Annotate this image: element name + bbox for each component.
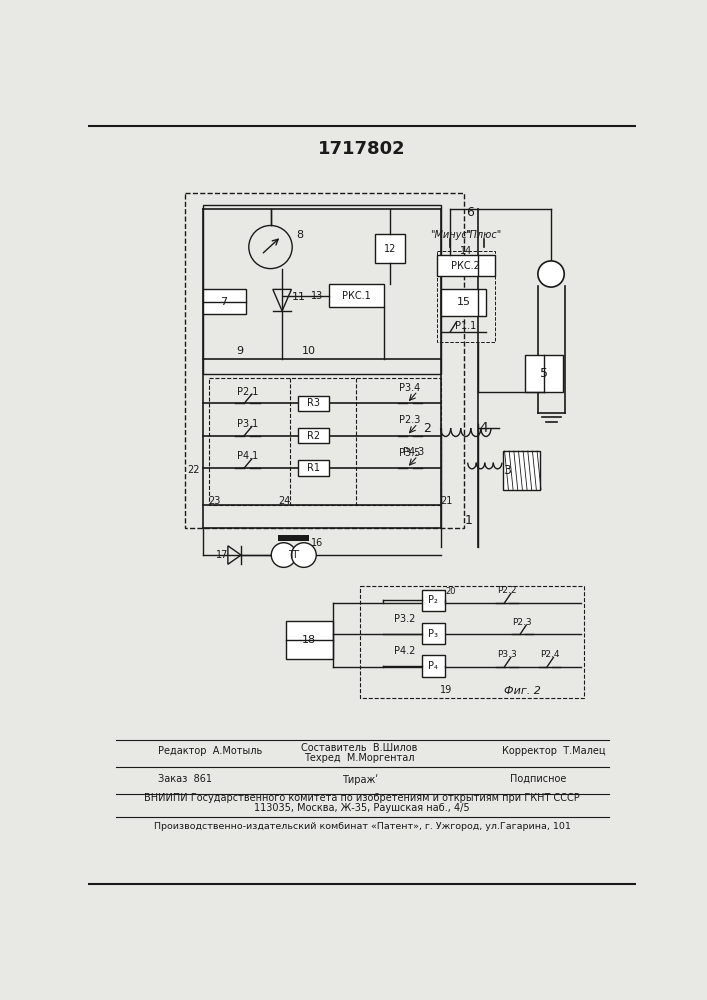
Text: R2: R2 xyxy=(307,431,320,441)
Text: Подписное: Подписное xyxy=(510,774,566,784)
Text: "Плюс": "Плюс" xyxy=(465,231,502,240)
Text: Р2.2: Р2.2 xyxy=(497,586,517,595)
Text: Р3.5: Р3.5 xyxy=(399,448,421,458)
Text: 10: 10 xyxy=(303,346,316,356)
Bar xyxy=(203,205,441,374)
Text: 1717802: 1717802 xyxy=(318,140,406,158)
Text: 24: 24 xyxy=(279,496,291,506)
Text: Р2.1: Р2.1 xyxy=(237,387,258,397)
Text: 21: 21 xyxy=(440,496,452,506)
Text: 6: 6 xyxy=(466,206,474,219)
Bar xyxy=(421,590,445,611)
Text: 11: 11 xyxy=(292,292,306,302)
Text: Р₂: Р₂ xyxy=(428,595,438,605)
Bar xyxy=(279,535,309,541)
Text: 18: 18 xyxy=(302,635,316,645)
Bar xyxy=(525,355,563,392)
Text: 13: 13 xyxy=(311,291,323,301)
Text: 9: 9 xyxy=(236,346,243,356)
Text: 16: 16 xyxy=(311,538,323,548)
Bar xyxy=(298,460,329,476)
Text: 20: 20 xyxy=(446,587,456,596)
Bar xyxy=(298,428,329,443)
Bar xyxy=(441,289,486,316)
Text: Р4.1: Р4.1 xyxy=(237,451,258,461)
Text: 4: 4 xyxy=(479,421,488,435)
Circle shape xyxy=(538,261,564,287)
Text: Корректор  Т.Малец: Корректор Т.Малец xyxy=(501,746,605,756)
Text: Р4.3: Р4.3 xyxy=(403,447,424,457)
Text: Р2.3: Р2.3 xyxy=(513,618,532,627)
Text: Р₃: Р₃ xyxy=(428,629,438,639)
Text: Фиг. 2: Фиг. 2 xyxy=(504,686,541,696)
Text: РКС.2: РКС.2 xyxy=(451,261,480,271)
Text: 15: 15 xyxy=(457,297,470,307)
Bar xyxy=(421,655,445,677)
Bar xyxy=(298,396,329,411)
Text: РКС.1: РКС.1 xyxy=(342,291,371,301)
Text: Составитель  В.Шилов: Составитель В.Шилов xyxy=(301,743,418,753)
Text: Редактор  А.Мотыль: Редактор А.Мотыль xyxy=(158,746,262,756)
Bar xyxy=(437,255,495,276)
Text: Р3.2: Р3.2 xyxy=(394,614,415,624)
Text: Р₄: Р₄ xyxy=(428,661,438,671)
Bar xyxy=(209,378,441,505)
Circle shape xyxy=(291,543,316,567)
Text: Р1.1: Р1.1 xyxy=(455,321,477,331)
Text: 8: 8 xyxy=(296,231,303,240)
Text: Р2.4: Р2.4 xyxy=(539,650,559,659)
Text: 22: 22 xyxy=(187,465,199,475)
Text: 17: 17 xyxy=(216,550,228,560)
Text: R3: R3 xyxy=(307,398,320,408)
Bar xyxy=(329,284,385,307)
Text: 12: 12 xyxy=(384,244,396,254)
Bar xyxy=(360,586,585,698)
Text: Р2.3: Р2.3 xyxy=(399,415,421,425)
Text: "Минус": "Минус" xyxy=(430,231,471,240)
Text: 3: 3 xyxy=(503,464,511,477)
Text: ВНИИПИ Государственного комитета по изобретениям и открытиям при ГКНТ СССР: ВНИИПИ Государственного комитета по изоб… xyxy=(144,793,580,803)
Circle shape xyxy=(271,543,296,567)
Text: 14: 14 xyxy=(460,246,472,256)
Text: 1: 1 xyxy=(464,514,472,527)
Text: Заказ  861: Заказ 861 xyxy=(158,774,212,784)
Text: R1: R1 xyxy=(307,463,320,473)
Text: Производственно-издательский комбинат «Патент», г. Ужгород, ул.Гагарина, 101: Производственно-издательский комбинат «П… xyxy=(153,822,571,831)
Bar xyxy=(437,251,495,342)
Text: 7: 7 xyxy=(221,297,228,307)
Bar xyxy=(421,623,445,644)
Text: Р3.1: Р3.1 xyxy=(237,419,258,429)
Text: 23: 23 xyxy=(209,496,221,506)
Text: 113035, Москва, Ж-35, Раушская наб., 4/5: 113035, Москва, Ж-35, Раушская наб., 4/5 xyxy=(254,803,469,813)
Text: Р4.2: Р4.2 xyxy=(394,646,415,656)
Text: Тиражʹ: Тиражʹ xyxy=(341,774,378,785)
Bar xyxy=(375,234,404,263)
Bar xyxy=(286,620,332,659)
Text: 2: 2 xyxy=(423,422,431,434)
Text: Р3.3: Р3.3 xyxy=(497,650,517,659)
Bar xyxy=(503,451,540,490)
Text: 19: 19 xyxy=(440,685,452,695)
Text: ТГ: ТГ xyxy=(288,550,300,560)
Text: Техред  М.Моргентал: Техред М.Моргентал xyxy=(305,753,415,763)
Bar xyxy=(203,289,246,314)
Text: Р3.4: Р3.4 xyxy=(399,383,421,393)
Bar xyxy=(185,193,464,528)
Text: 5: 5 xyxy=(540,367,548,380)
